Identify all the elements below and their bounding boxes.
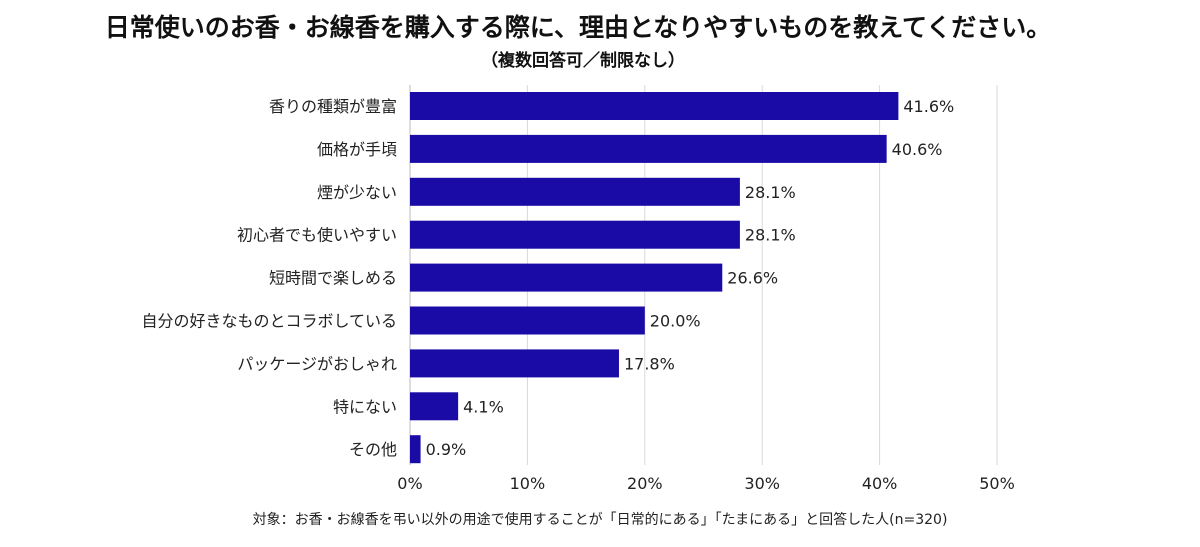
x-tick-label: 30% — [744, 474, 780, 493]
value-label: 28.1% — [745, 226, 796, 245]
category-label: 特にない — [333, 397, 397, 416]
value-label: 17.8% — [624, 354, 675, 373]
value-label: 28.1% — [745, 183, 796, 202]
x-axis: 0% 10% 20% 30% 40% 50% — [397, 474, 1014, 493]
bar — [410, 306, 645, 335]
category-label: 価格が手頃 — [317, 140, 397, 159]
category-label: 短時間で楽しめる — [269, 269, 397, 288]
bar — [410, 220, 740, 249]
category-label: パッケージがおしゃれ — [237, 354, 397, 373]
category-label: その他 — [349, 440, 397, 459]
chart-title: 日常使いのお香・お線香を購入する際に、理由となりやすいものを教えてください。 — [105, 13, 1052, 42]
value-label: 41.6% — [903, 97, 954, 116]
bar — [410, 263, 723, 292]
x-tick-label: 50% — [979, 474, 1015, 493]
bar — [410, 92, 899, 120]
bar — [410, 349, 619, 378]
footnote: 対象：お香・お線香を弔い以外の用途で使用することが「日常的にある」「たまにある」… — [253, 511, 948, 528]
x-tick-label: 10% — [510, 474, 546, 493]
category-label: 初心者でも使いやすい — [237, 226, 397, 245]
category-label: 香りの種類が豊富 — [269, 97, 397, 116]
x-tick-label: 0% — [397, 474, 422, 493]
value-label: 0.9% — [426, 440, 467, 459]
x-tick-label: 20% — [627, 474, 663, 493]
bar — [410, 392, 459, 421]
bar — [410, 435, 421, 464]
value-label: 26.6% — [727, 269, 778, 288]
value-label: 4.1% — [463, 397, 504, 416]
x-tick-label: 40% — [862, 474, 898, 493]
chart-subtitle: （複数回答可／制限なし） — [481, 50, 685, 71]
value-label: 40.6% — [892, 140, 943, 159]
category-label: 煙が少ない — [317, 183, 397, 202]
bar — [410, 177, 740, 206]
bars: 香りの種類が豊富 41.6% 価格が手頃 40.6% 煙が少ない 28.1% 初心者でも使い… — [141, 92, 954, 464]
bar — [410, 134, 887, 163]
value-label: 20.0% — [650, 312, 701, 331]
category-label: 自分の好きなものとコラボしている — [141, 312, 397, 331]
